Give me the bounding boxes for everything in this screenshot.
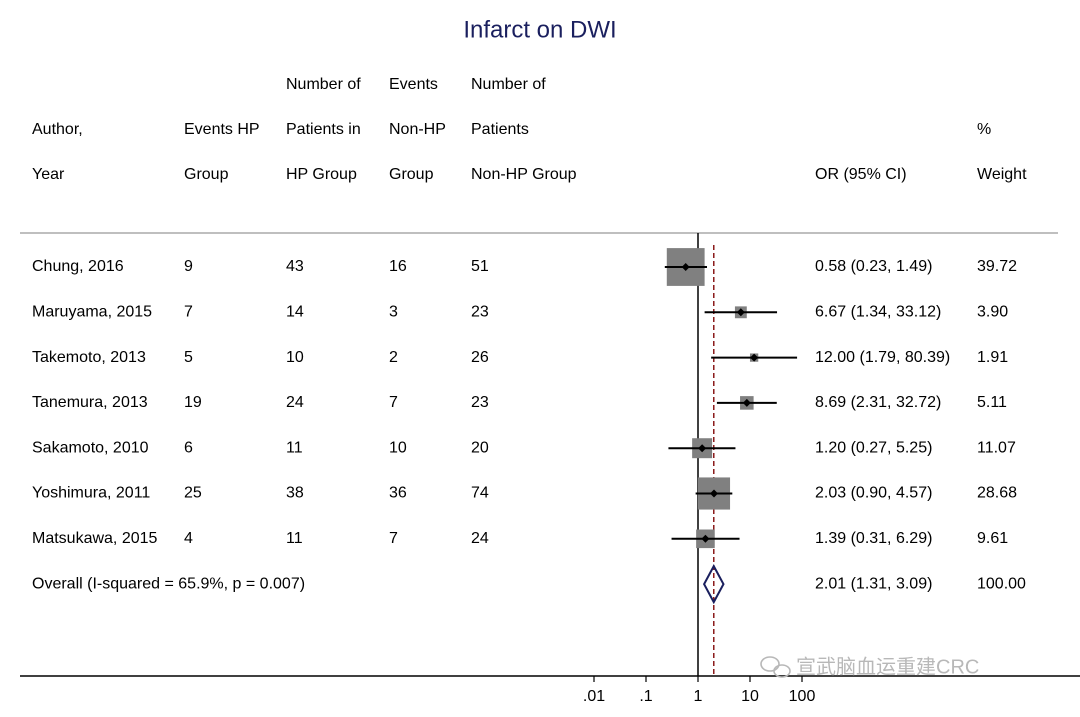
column-header: OR (95% CI) (815, 166, 907, 183)
cell-events-nonhp: 2 (389, 349, 398, 366)
cell-patients-hp: 38 (286, 485, 304, 502)
cell-events-hp: 5 (184, 349, 193, 366)
column-header: Weight (977, 166, 1027, 183)
or-ci-label: 6.67 (1.34, 33.12) (815, 304, 941, 321)
column-header: Events HP (184, 121, 260, 138)
column-header: Number of (286, 76, 361, 93)
cell-events-nonhp: 36 (389, 485, 407, 502)
watermark: 宣武脑血运重建CRC (796, 655, 979, 678)
cell-patients-nonhp: 24 (471, 530, 489, 547)
cell-events-hp: 4 (184, 530, 193, 547)
cell-events-nonhp: 16 (389, 258, 407, 275)
point-estimate (742, 398, 751, 407)
column-header: Year (32, 166, 65, 183)
column-header: Group (184, 166, 229, 183)
point-estimate (701, 534, 710, 543)
point-estimate (750, 353, 759, 362)
weight-label: 100.00 (977, 575, 1026, 592)
cell-author: Matsukawa, 2015 (32, 530, 158, 547)
cell-events-nonhp: 3 (389, 304, 398, 321)
cell-events-hp: 7 (184, 304, 193, 321)
cell-patients-hp: 11 (286, 530, 303, 547)
x-tick-label: .1 (639, 688, 652, 705)
cell-events-nonhp: 10 (389, 439, 407, 456)
or-ci-label: 12.00 (1.79, 80.39) (815, 349, 950, 366)
weight-label: 11.07 (977, 439, 1016, 456)
weight-label: 3.90 (977, 304, 1008, 321)
cell-patients-nonhp: 20 (471, 439, 489, 456)
cell-patients-hp: 14 (286, 304, 304, 321)
weight-label: 5.11 (977, 394, 1007, 411)
or-ci-label: 8.69 (2.31, 32.72) (815, 394, 941, 411)
cell-author: Maruyama, 2015 (32, 304, 152, 321)
x-tick-label: 100 (789, 688, 816, 705)
chart-title: Infarct on DWI (463, 16, 616, 43)
cell-patients-nonhp: 74 (471, 485, 489, 502)
or-ci-label: 2.03 (0.90, 4.57) (815, 485, 932, 502)
cell-patients-hp: 43 (286, 258, 304, 275)
point-estimate (698, 444, 707, 453)
cell-events-hp: 9 (184, 258, 193, 275)
point-estimate (709, 489, 718, 498)
x-tick-label: .01 (583, 688, 605, 705)
cell-author: Tanemura, 2013 (32, 394, 148, 411)
cell-author: Sakamoto, 2010 (32, 439, 149, 456)
cell-events-hp: 25 (184, 485, 202, 502)
cell-events-nonhp: 7 (389, 394, 398, 411)
column-header: Group (389, 166, 434, 183)
weight-label: 28.68 (977, 485, 1017, 502)
cell-author: Chung, 2016 (32, 258, 124, 275)
watermark-icon (760, 656, 791, 678)
point-estimate (736, 308, 745, 317)
weight-label: 39.72 (977, 258, 1017, 275)
cell-patients-hp: 10 (286, 349, 304, 366)
column-header: Number of (471, 76, 546, 93)
cell-patients-hp: 11 (286, 439, 303, 456)
column-header: Events (389, 76, 438, 93)
overall-label: Overall (I-squared = 65.9%, p = 0.007) (32, 575, 305, 592)
or-ci-label: 1.20 (0.27, 5.25) (815, 439, 932, 456)
column-header: Patients in (286, 121, 361, 138)
cell-patients-nonhp: 51 (471, 258, 489, 275)
column-header: HP Group (286, 166, 357, 183)
or-ci-label: 0.58 (0.23, 1.49) (815, 258, 932, 275)
column-header: Non-HP (389, 121, 446, 138)
cell-patients-nonhp: 23 (471, 394, 489, 411)
cell-events-hp: 19 (184, 394, 202, 411)
cell-events-nonhp: 7 (389, 530, 398, 547)
x-tick-label: 1 (694, 688, 703, 705)
column-header: Patients (471, 121, 529, 138)
or-ci-label: 1.39 (0.31, 6.29) (815, 530, 932, 547)
column-header: Non-HP Group (471, 166, 577, 183)
column-header: % (977, 121, 991, 138)
cell-patients-nonhp: 23 (471, 304, 489, 321)
or-ci-label: 2.01 (1.31, 3.09) (815, 575, 932, 592)
column-header: Author, (32, 121, 83, 138)
cell-author: Takemoto, 2013 (32, 349, 146, 366)
cell-author: Yoshimura, 2011 (32, 485, 150, 502)
cell-events-hp: 6 (184, 439, 193, 456)
overall-diamond (702, 563, 725, 605)
cell-patients-nonhp: 26 (471, 349, 489, 366)
weight-label: 1.91 (977, 349, 1008, 366)
point-estimate (681, 263, 690, 271)
weight-label: 9.61 (977, 530, 1008, 547)
x-tick-label: 10 (741, 688, 759, 705)
cell-patients-hp: 24 (286, 394, 304, 411)
